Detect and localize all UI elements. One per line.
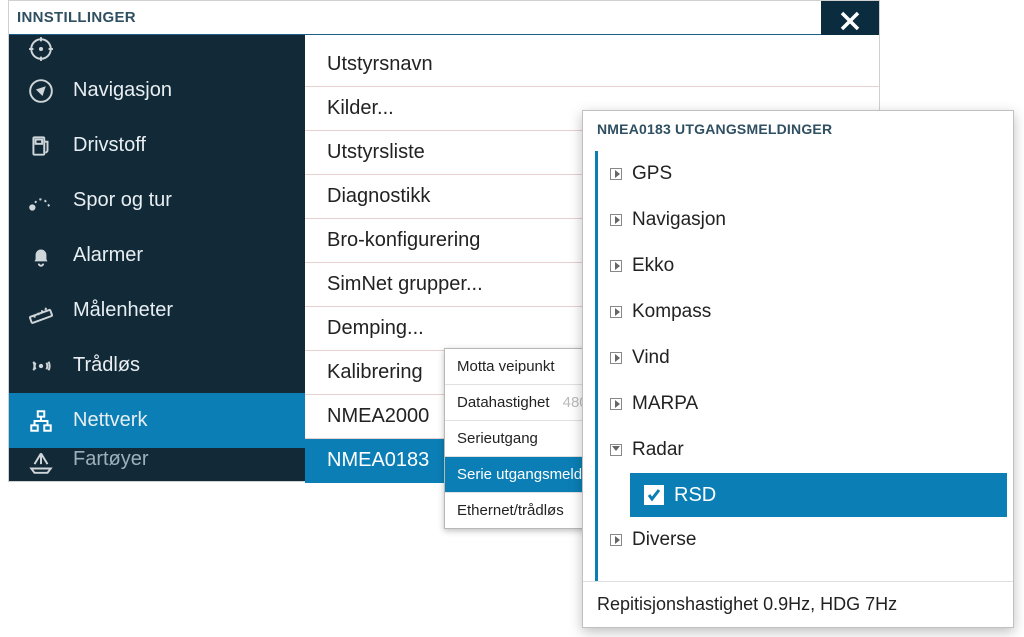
sidebar-item-label: Drivstoff — [73, 134, 146, 157]
sidebar-item-label: Trådløs — [73, 354, 140, 377]
tree-node-label: Radar — [632, 439, 684, 461]
tree-node-label: Vind — [632, 347, 670, 369]
window-title: INNSTILLINGER — [17, 9, 136, 26]
tree-node-vind[interactable]: Vind — [608, 335, 1001, 381]
network-icon — [27, 407, 55, 435]
nmea-tree: GPS Navigasjon Ekko Kompass Vind MARPA R… — [595, 151, 1007, 581]
tree-node-navigasjon[interactable]: Navigasjon — [608, 197, 1001, 243]
tree-node-label: Navigasjon — [632, 209, 726, 231]
expand-icon — [610, 260, 622, 272]
wireless-icon — [27, 352, 55, 380]
sidebar-item-label: Målenheter — [73, 299, 173, 322]
track-icon — [27, 187, 55, 215]
tree-node-label: GPS — [632, 163, 672, 185]
tree-node-kompass[interactable]: Kompass — [608, 289, 1001, 335]
sidebar-item-label: Alarmer — [73, 244, 143, 267]
target-icon — [27, 35, 55, 63]
tree-child-rsd[interactable]: RSD — [630, 473, 1007, 517]
fly-item-label: Datahastighet — [457, 394, 550, 411]
checkbox-checked-icon[interactable] — [644, 485, 664, 505]
ruler-icon — [27, 297, 55, 325]
tree-child-label: RSD — [674, 484, 716, 507]
sidebar-item-label: Navigasjon — [73, 79, 172, 102]
fuel-icon — [27, 132, 55, 160]
sidebar-item-spor[interactable]: Spor og tur — [9, 173, 305, 228]
expand-icon — [610, 306, 622, 318]
tree-node-gps[interactable]: GPS — [608, 151, 1001, 197]
boat-icon — [27, 448, 55, 476]
nmea-footer: Repitisjonshastighet 0.9Hz, HDG 7Hz — [583, 581, 1013, 627]
fly-item-label: Ethernet/trådløs — [457, 502, 564, 519]
close-icon — [838, 9, 862, 33]
sidebar: Navigasjon Drivstoff Spor og tur Alarmer… — [9, 35, 305, 481]
sidebar-item-drivstoff[interactable]: Drivstoff — [9, 118, 305, 173]
bell-icon — [27, 242, 55, 270]
sidebar-item-alarmer[interactable]: Alarmer — [9, 228, 305, 283]
expand-icon — [610, 352, 622, 364]
sidebar-item-nettverk[interactable]: Nettverk — [9, 393, 305, 448]
sidebar-item-label: Spor og tur — [73, 189, 172, 212]
sidebar-item-navigasjon[interactable]: Navigasjon — [9, 63, 305, 118]
expand-icon — [610, 398, 622, 410]
sidebar-item-fartoy[interactable]: Fartøyer — [9, 448, 305, 476]
tree-node-diverse[interactable]: Diverse — [608, 517, 1001, 563]
tree-node-label: MARPA — [632, 393, 698, 415]
tree-node-label: Kompass — [632, 301, 711, 323]
expand-icon — [610, 168, 622, 180]
compass-icon — [27, 77, 55, 105]
sidebar-item-traadlos[interactable]: Trådløs — [9, 338, 305, 393]
sidebar-item-label: Nettverk — [73, 409, 147, 432]
tree-node-label: Diverse — [632, 529, 696, 551]
fly-item-label: Serieutgang — [457, 430, 538, 447]
list-item[interactable]: Utstyrsnavn — [305, 43, 879, 87]
fly-item-label: Motta veipunkt — [457, 358, 555, 375]
sidebar-item-maalenheter[interactable]: Målenheter — [9, 283, 305, 338]
collapse-icon — [610, 444, 622, 456]
sidebar-item-0[interactable] — [9, 35, 305, 63]
sidebar-item-label: Fartøyer — [73, 448, 149, 471]
tree-node-radar[interactable]: Radar — [608, 427, 1001, 473]
tree-node-label: Ekko — [632, 255, 674, 277]
expand-icon — [610, 534, 622, 546]
nmea-title: NMEA0183 UTGANGSMELDINGER — [583, 111, 1013, 151]
expand-icon — [610, 214, 622, 226]
tree-node-marpa[interactable]: MARPA — [608, 381, 1001, 427]
tree-node-ekko[interactable]: Ekko — [608, 243, 1001, 289]
nmea-panel: NMEA0183 UTGANGSMELDINGER GPS Navigasjon… — [582, 110, 1014, 628]
titlebar: INNSTILLINGER — [9, 1, 879, 35]
